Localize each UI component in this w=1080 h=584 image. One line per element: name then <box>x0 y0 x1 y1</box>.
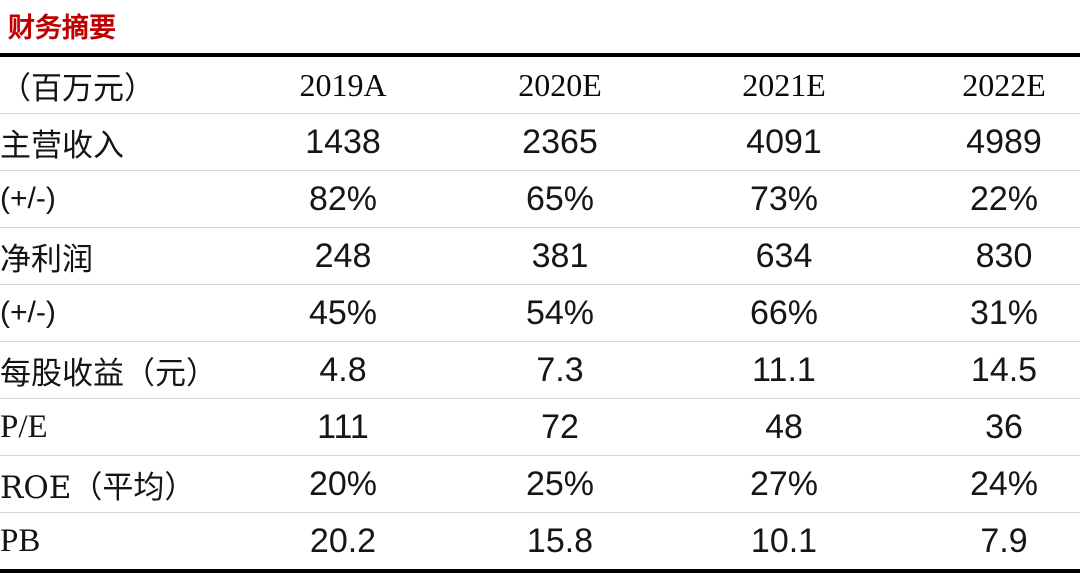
cell-value: 830 <box>975 236 1033 275</box>
cell-value: 14.5 <box>970 350 1038 389</box>
cell-value: 27% <box>749 464 819 503</box>
cell-value: 31% <box>969 293 1039 332</box>
cell-value: 45% <box>308 293 378 332</box>
table-row: 净利润 248 381 634 830 <box>0 228 1080 285</box>
cell-value: 24% <box>969 464 1039 503</box>
table-row: P/E 111 72 48 36 <box>0 399 1080 456</box>
row-label: PB <box>0 522 41 559</box>
cell-value: 381 <box>531 236 589 275</box>
row-label: ROE（平均） <box>0 469 196 506</box>
cell-value: 10.1 <box>750 521 818 560</box>
row-label: (+/-) <box>0 182 56 215</box>
cell-value: 7.3 <box>536 350 584 389</box>
cell-value: 25% <box>525 464 595 503</box>
column-header-2022e: 2022E <box>962 66 1046 103</box>
table-row: PB 20.2 15.8 10.1 7.9 <box>0 513 1080 572</box>
cell-value: 20% <box>308 464 378 503</box>
row-label: 每股收益（元） <box>0 355 217 392</box>
unit-label: （百万元） <box>0 70 155 107</box>
cell-value: 248 <box>314 236 372 275</box>
table-body: 主营收入 1438 2365 4091 4989 (+/-) 82% 65% 73% 22% 净利润… <box>0 114 1080 572</box>
table-row: (+/-) 82% 65% 73% 22% <box>0 171 1080 228</box>
row-label: 净利润 <box>0 241 93 278</box>
cell-value: 48 <box>765 407 803 446</box>
column-header-2019a: 2019A <box>299 66 387 103</box>
table-row: ROE（平均） 20% 25% 27% 24% <box>0 456 1080 513</box>
column-header-2020e: 2020E <box>518 66 602 103</box>
cell-value: 634 <box>755 236 813 275</box>
cell-value: 20.2 <box>309 521 377 560</box>
table-row: 主营收入 1438 2365 4091 4989 <box>0 114 1080 171</box>
cell-value: 111 <box>317 407 369 446</box>
cell-value: 2365 <box>522 122 598 161</box>
cell-value: 7.9 <box>980 521 1028 560</box>
cell-value: 4091 <box>746 122 822 161</box>
cell-value: 1438 <box>305 122 381 161</box>
cell-value: 72 <box>541 407 579 446</box>
cell-value: 73% <box>749 179 819 218</box>
table-row: 每股收益（元） 4.8 7.3 11.1 14.5 <box>0 342 1080 399</box>
column-header-2021e: 2021E <box>742 66 826 103</box>
cell-value: 66% <box>749 293 819 332</box>
cell-value: 54% <box>525 293 595 332</box>
cell-value: 4.8 <box>319 350 367 389</box>
table-row: (+/-) 45% 54% 66% 31% <box>0 285 1080 342</box>
cell-value: 22% <box>969 179 1039 218</box>
cell-value: 36 <box>985 407 1023 446</box>
cell-value: 65% <box>525 179 595 218</box>
cell-value: 4989 <box>966 122 1042 161</box>
row-label: P/E <box>0 408 48 445</box>
cell-value: 15.8 <box>526 521 594 560</box>
table-header-row: （百万元） 2019A 2020E 2021E 2022E <box>0 55 1080 114</box>
cell-value: 11.1 <box>752 350 816 389</box>
page-title: 财务摘要 <box>8 13 116 43</box>
row-label: (+/-) <box>0 296 56 329</box>
financial-summary-table: （百万元） 2019A 2020E 2021E 2022E 主营收入 1438 23… <box>0 53 1080 573</box>
row-label: 主营收入 <box>0 127 124 164</box>
cell-value: 82% <box>308 179 378 218</box>
